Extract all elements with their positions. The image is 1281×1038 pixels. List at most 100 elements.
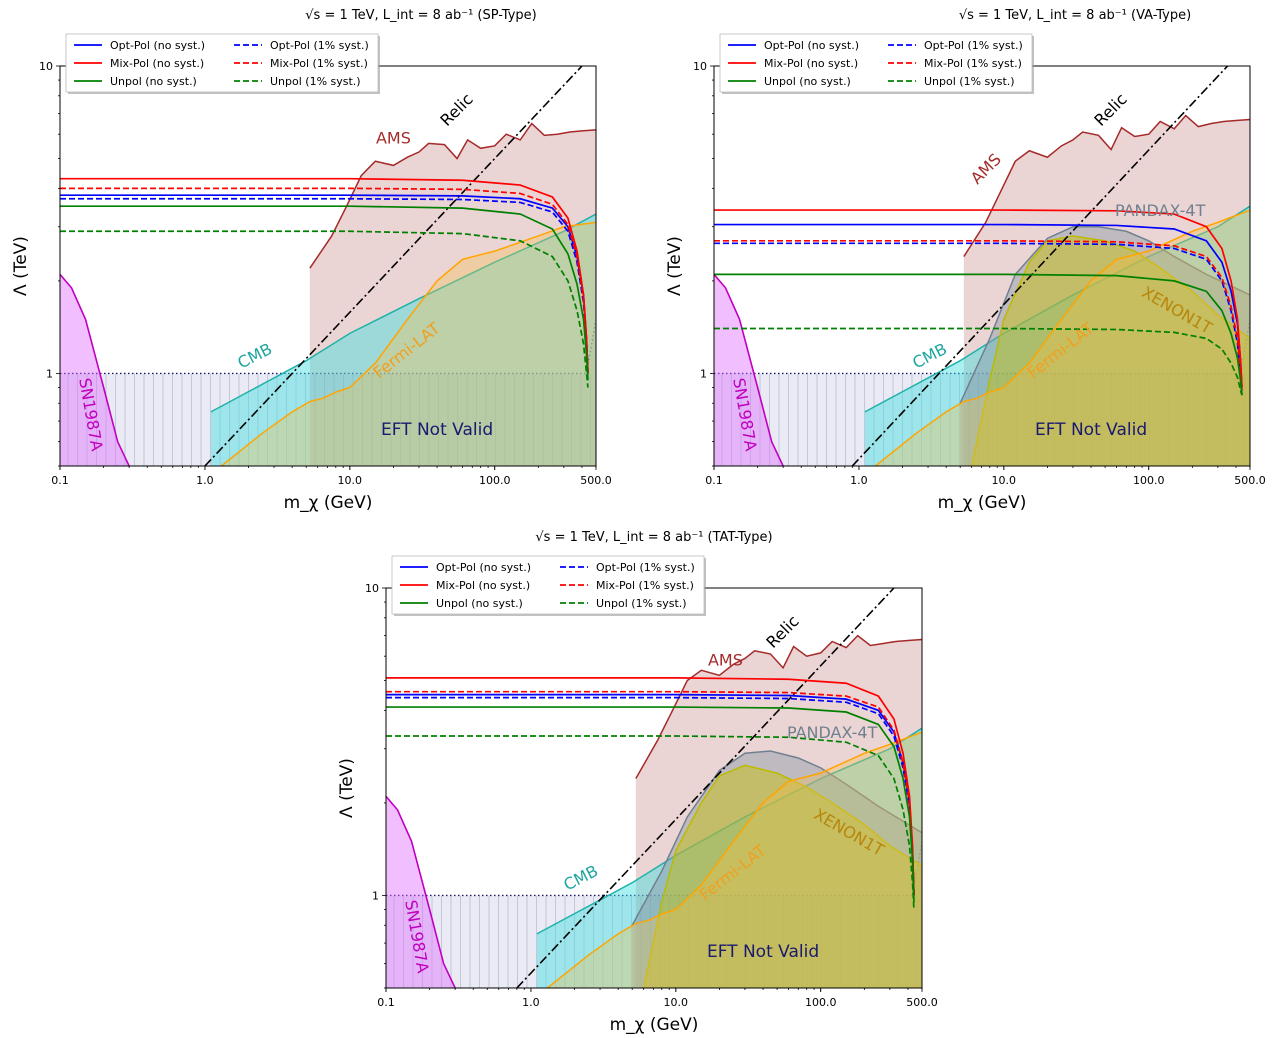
region-label-eft-not-valid: EFT Not Valid: [707, 942, 819, 962]
legend-label: Mix-Pol (no syst.): [436, 579, 530, 592]
legend-label: Opt-Pol (no syst.): [436, 561, 531, 574]
series-mix-pol-1-syst: [386, 690, 915, 896]
relic-line: [516, 588, 895, 988]
region-label-eft-not-valid: EFT Not Valid: [1035, 420, 1147, 440]
region-label-cmb: CMB: [909, 339, 950, 372]
x-tick-label: 100.0: [805, 996, 837, 1009]
series-mix-pol-1-syst: [714, 239, 1243, 391]
legend-label: Opt-Pol (no syst.): [764, 39, 859, 52]
x-axis-label: m_χ (GeV): [938, 493, 1027, 513]
x-tick-label: 1.0: [196, 474, 214, 487]
legend: Opt-Pol (no syst.) Opt-Pol (1% syst.) Mix-…: [719, 33, 1034, 94]
series-unpol-1-syst: [714, 327, 1243, 396]
chart-title: √s = 1 TeV, L_int = 8 ab⁻¹ (VA-Type): [959, 8, 1191, 23]
y-axis-label: Λ (TeV): [337, 758, 357, 818]
region-eft-not-valid: [60, 319, 596, 466]
legend-label: Unpol (1% syst.): [924, 75, 1015, 88]
legend-label: Mix-Pol (1% syst.): [270, 57, 368, 70]
x-tick-label: 1.0: [522, 996, 540, 1009]
region-pandax-4t: [631, 750, 922, 988]
legend-label: Mix-Pol (1% syst.): [924, 57, 1022, 70]
region-label-relic: Relic: [436, 90, 476, 130]
chart-title: √s = 1 TeV, L_int = 8 ab⁻¹ (SP-Type): [305, 8, 537, 23]
series-unpol-1-syst: [60, 230, 589, 388]
legend-label: Opt-Pol (no syst.): [110, 39, 205, 52]
series-mix-pol-1-syst: [60, 187, 589, 374]
region-pandax-4t: [959, 226, 1250, 466]
legend-label: Unpol (1% syst.): [270, 75, 361, 88]
region-label-pandax-4t: PANDAX-4T: [1115, 201, 1206, 220]
y-tick-label: 1: [46, 367, 53, 380]
x-tick-label: 500.0: [1234, 474, 1266, 487]
region-label-ams: AMS: [967, 150, 1005, 188]
region-fermi-lat: [874, 209, 1250, 466]
region-label-relic: Relic: [762, 612, 802, 652]
x-axis-label: m_χ (GeV): [610, 1015, 699, 1035]
series-unpol-no-syst: [386, 706, 915, 903]
legend-label: Mix-Pol (1% syst.): [596, 579, 694, 592]
region-xenon1t: [970, 235, 1250, 466]
series-unpol-1-syst: [386, 735, 915, 910]
region-label-ams: AMS: [376, 128, 411, 147]
region-label-cmb: CMB: [560, 861, 601, 894]
x-axis-label: m_χ (GeV): [284, 493, 373, 513]
region-fermi-lat: [220, 221, 596, 466]
region-ams: [963, 114, 1250, 466]
x-tick-label: 1.0: [850, 474, 868, 487]
region-sn1987a: [386, 795, 456, 988]
relic-line: [204, 66, 583, 466]
relic-line: [851, 66, 1229, 466]
legend-label: Opt-Pol (1% syst.): [270, 39, 369, 52]
legend-label: Unpol (no syst.): [764, 75, 851, 88]
y-tick-label: 10: [693, 60, 707, 73]
series-mix-pol-no-syst: [714, 209, 1243, 388]
x-tick-label: 0.1: [51, 474, 69, 487]
x-tick-label: 0.1: [705, 474, 723, 487]
series-unpol-no-syst: [714, 273, 1243, 396]
x-tick-label: 10.0: [338, 474, 363, 487]
legend-label: Opt-Pol (1% syst.): [924, 39, 1023, 52]
y-tick-label: 10: [39, 60, 53, 73]
legend-label: Opt-Pol (1% syst.): [596, 561, 695, 574]
chart-title: √s = 1 TeV, L_int = 8 ab⁻¹ (TAT-Type): [535, 530, 772, 545]
region-eft-not-valid: [714, 319, 1250, 466]
legend-label: Unpol (no syst.): [110, 75, 197, 88]
region-xenon1t: [642, 764, 922, 988]
y-axis-label: Λ (TeV): [665, 236, 685, 296]
legend-label: Unpol (1% syst.): [596, 597, 687, 610]
legend: Opt-Pol (no syst.) Opt-Pol (1% syst.) Mix-…: [65, 33, 380, 94]
plot-area: [60, 66, 596, 466]
series-opt-pol-1-syst: [714, 242, 1243, 396]
region-label-ams: AMS: [708, 650, 743, 669]
x-tick-label: 100.0: [1133, 474, 1165, 487]
region-label-pandax-4t: PANDAX-4T: [787, 723, 878, 742]
x-tick-label: 100.0: [479, 474, 511, 487]
y-axis-label: Λ (TeV): [11, 236, 31, 296]
legend: Opt-Pol (no syst.) Opt-Pol (1% syst.) Mix-…: [391, 555, 706, 616]
y-tick-label: 10: [365, 582, 379, 595]
x-tick-label: 10.0: [992, 474, 1017, 487]
y-tick-label: 1: [372, 889, 379, 902]
x-tick-label: 10.0: [664, 996, 689, 1009]
legend-label: Unpol (no syst.): [436, 597, 523, 610]
plot-area: [386, 588, 922, 988]
region-ams: [309, 122, 596, 466]
region-sn1987a: [60, 273, 130, 466]
plot-area: [714, 66, 1250, 466]
x-tick-label: 500.0: [580, 474, 612, 487]
region-fermi-lat: [546, 731, 922, 988]
region-ams: [635, 634, 922, 988]
region-label-relic: Relic: [1090, 90, 1130, 130]
region-label-cmb: CMB: [234, 339, 275, 372]
region-label-eft-not-valid: EFT Not Valid: [381, 420, 493, 440]
region-eft-not-valid: [386, 841, 922, 988]
legend-label: Mix-Pol (no syst.): [764, 57, 858, 70]
legend-label: Mix-Pol (no syst.): [110, 57, 204, 70]
series-unpol-no-syst: [60, 205, 589, 381]
region-sn1987a: [714, 273, 784, 466]
x-tick-label: 0.1: [377, 996, 395, 1009]
